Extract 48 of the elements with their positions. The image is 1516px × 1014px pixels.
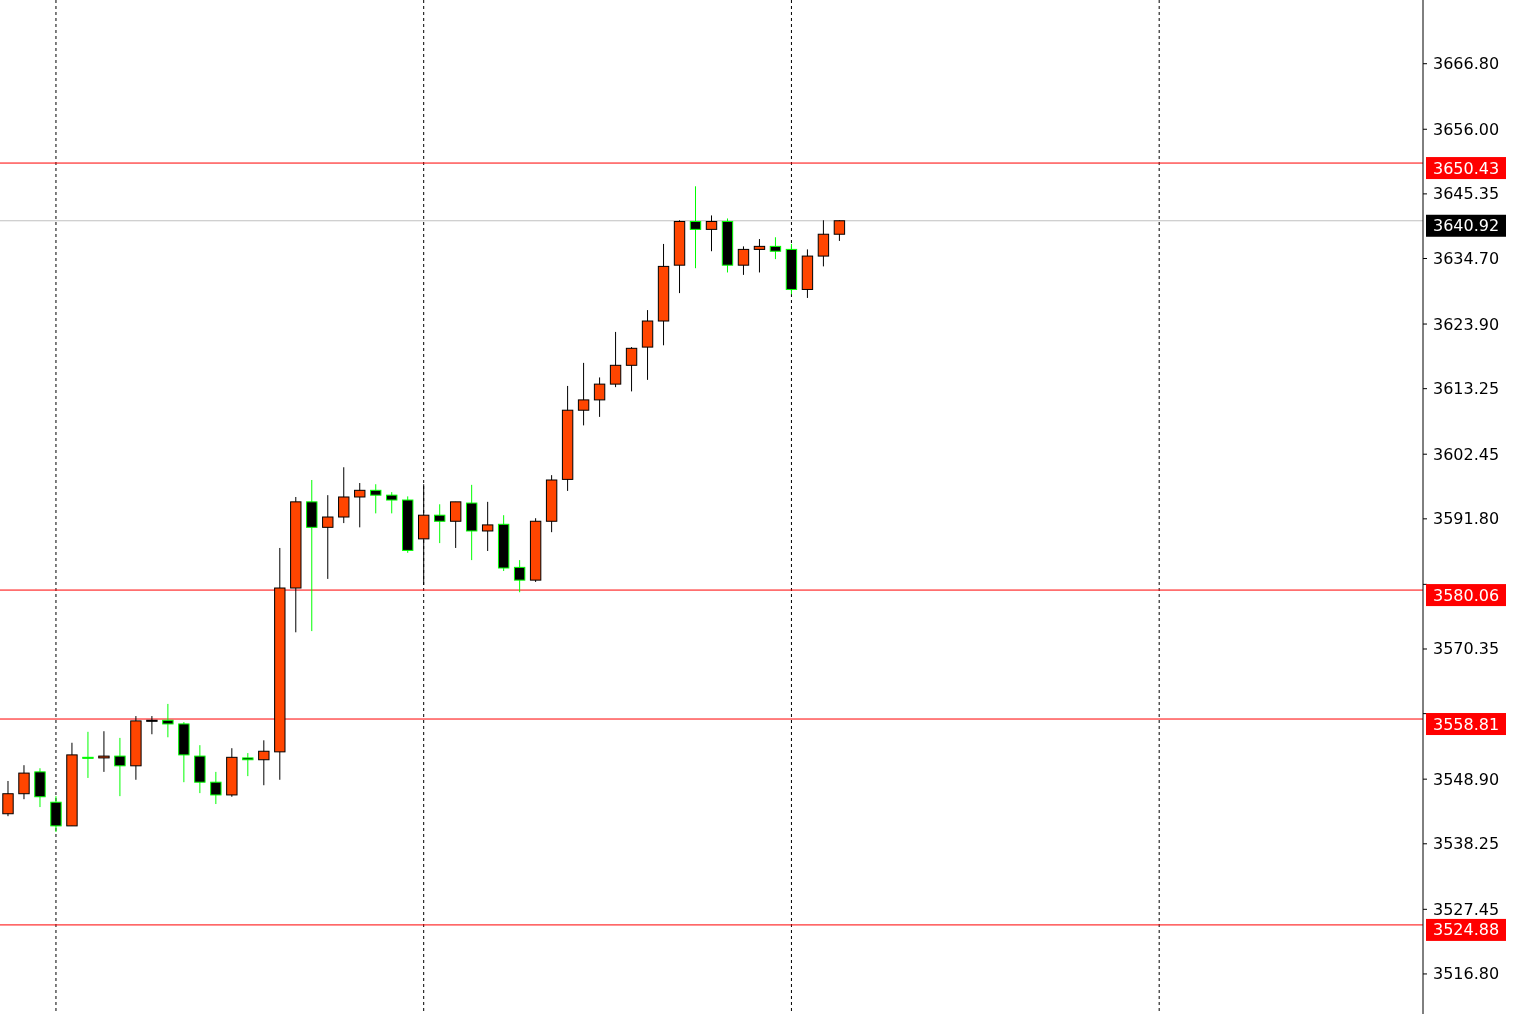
candlestick: [98, 730, 110, 773]
candlestick: [753, 238, 766, 273]
candlestick: [577, 362, 590, 426]
candlestick: [2, 780, 14, 817]
y-tick-label: 3666.80: [1433, 54, 1500, 74]
ref-line-label: 3640.92: [1433, 216, 1500, 236]
candlestick: [513, 559, 526, 593]
candlestick: [210, 771, 222, 805]
y-tick-label: 3656.00: [1433, 119, 1500, 139]
ref-line-label: 3580.06: [1433, 585, 1500, 605]
candlestick: [833, 219, 846, 242]
candlestick: [817, 219, 830, 267]
candlestick: [593, 376, 606, 418]
candlestick: [689, 185, 702, 269]
ref-line-label: 3650.43: [1433, 158, 1500, 178]
y-tick-label: 3538.25: [1433, 834, 1500, 854]
y-tick-label: 3602.45: [1433, 444, 1500, 464]
ref-line-label: 3524.88: [1433, 920, 1500, 940]
y-tick-label: 3623.90: [1433, 314, 1500, 334]
candlestick: [242, 752, 254, 777]
candlestick: [737, 245, 750, 276]
candlestick: [114, 737, 126, 797]
y-tick-label: 3570.35: [1433, 639, 1500, 659]
candlestick: [82, 731, 94, 779]
candlestick: [434, 503, 446, 544]
ref-line-label: 3558.81: [1433, 714, 1500, 734]
candlestick: [449, 501, 462, 549]
candlestick: [18, 764, 30, 800]
y-tick-label: 3516.80: [1433, 964, 1500, 984]
y-tick-label: 3591.80: [1433, 509, 1500, 529]
y-tick-label: 3527.45: [1433, 899, 1500, 919]
candlestick: [162, 703, 174, 738]
y-tick-label: 3613.25: [1433, 379, 1500, 399]
y-tick-label: 3548.90: [1433, 769, 1500, 789]
candlestick: [258, 739, 270, 786]
candlestick: [769, 236, 782, 260]
candlestick: [322, 494, 334, 580]
candlestick: [625, 346, 638, 392]
candlestick: [370, 483, 382, 514]
candlestick: [146, 715, 158, 735]
candlestick: [354, 482, 366, 528]
candlestick: [481, 501, 494, 552]
candlestick: [338, 466, 350, 524]
y-tick-label: 3645.35: [1433, 184, 1500, 204]
candlestick: [705, 214, 718, 252]
y-tick-label: 3634.70: [1433, 249, 1500, 269]
candlestick: [386, 491, 398, 514]
candlestick: [609, 331, 622, 388]
